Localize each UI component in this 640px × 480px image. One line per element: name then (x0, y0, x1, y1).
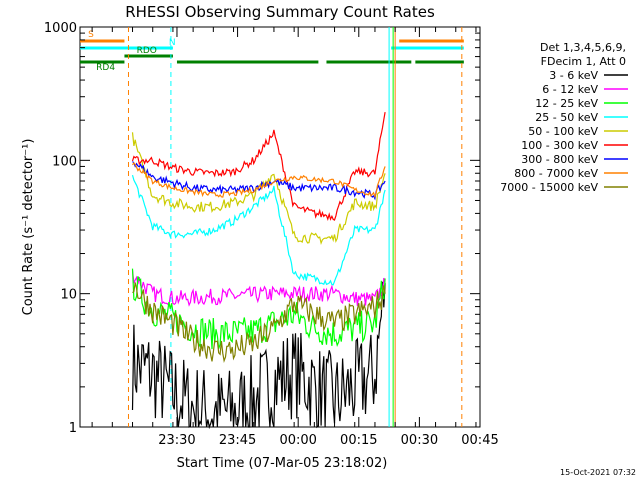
series-line (131, 281, 386, 430)
series-line (132, 282, 386, 363)
legend-entry-label: 12 - 25 keV (535, 97, 598, 110)
saa-flag-label: S (88, 30, 94, 40)
legend-entry-label: 100 - 300 keV (521, 139, 598, 152)
legend-header-line-2: FDecim 1, Att 0 (541, 55, 626, 68)
y-tick-label: 10 (60, 288, 77, 303)
legend-entry-label: 800 - 7000 keV (514, 167, 598, 180)
y-tick-label: 1 (69, 421, 77, 436)
chart-title: RHESSI Observing Summary Count Rates (125, 3, 435, 21)
legend-entry-label: 300 - 800 keV (521, 153, 598, 166)
x-axis-label: Start Time (07-Mar-05 23:18:02) (177, 456, 388, 471)
y-tick-label: 100 (52, 154, 77, 169)
footer-timestamp: 15-Oct-2021 07:32 (560, 468, 636, 477)
legend-header-line-1: Det 1,3,4,5,6,9, (540, 41, 626, 54)
series-line (131, 111, 386, 222)
series-lines (131, 111, 386, 430)
legend-entry-label: 3 - 6 keV (549, 69, 598, 82)
y-axis-label: Count Rate (s⁻¹ detector⁻¹) (21, 139, 36, 316)
night-flag-label: N (169, 38, 176, 48)
x-tick-label: 00:45 (461, 433, 498, 448)
legend-entry-label: 25 - 50 keV (535, 111, 598, 124)
series-line (131, 270, 386, 307)
legend: Det 1,3,4,5,6,9, FDecim 1, Att 0 3 - 6 k… (500, 41, 628, 194)
x-tick-label: 00:00 (279, 433, 316, 448)
legend-entry-label: 6 - 12 keV (542, 83, 598, 96)
series-line (131, 174, 386, 286)
series-line (132, 161, 386, 201)
x-axis-ticks: 23:30 23:45 00:00 00:15 00:30 00:45 (91, 27, 499, 448)
legend-entry-label: 7000 - 15000 keV (500, 181, 598, 194)
attenuator-flag-label: RD4 (96, 63, 115, 73)
event-markers (127, 27, 463, 427)
y-axis-ticks: 1 10 100 1000 (44, 21, 480, 436)
x-tick-label: 00:15 (340, 433, 377, 448)
x-tick-label: 23:45 (219, 433, 256, 448)
y-tick-label: 1000 (44, 21, 77, 36)
plot-frame (79, 26, 481, 428)
series-line (132, 161, 386, 199)
legend-entry-label: 50 - 100 keV (528, 125, 598, 138)
x-tick-label: 23:30 (158, 433, 195, 448)
observing-flags: S N RDO RD4 (80, 30, 464, 73)
x-tick-label: 00:30 (401, 433, 438, 448)
decimation-flag-label: RDO (137, 46, 157, 56)
